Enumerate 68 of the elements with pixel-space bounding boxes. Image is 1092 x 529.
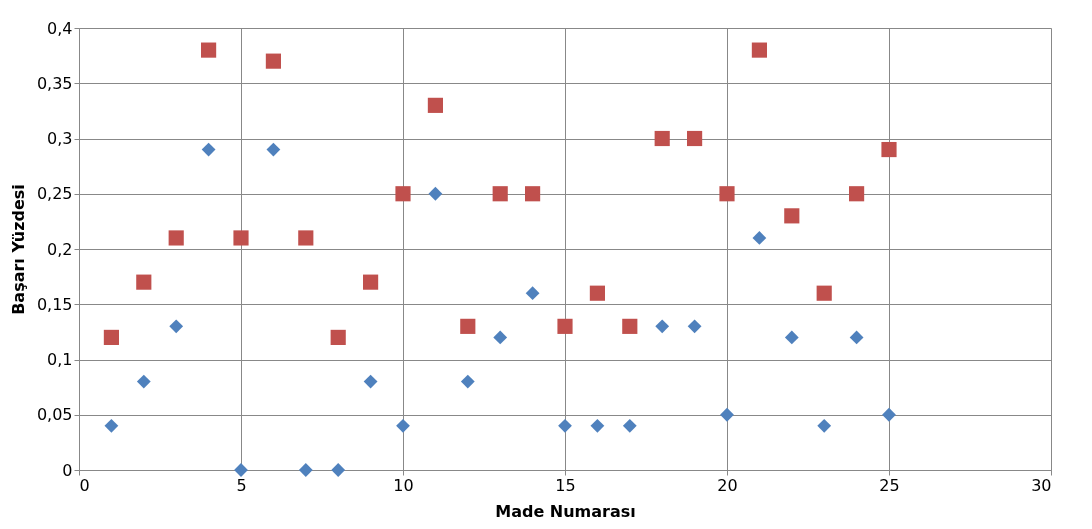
y-tick-label: 0 [62, 460, 73, 480]
y-tick-label: 0,1 [47, 350, 73, 369]
point [266, 142, 281, 157]
point [330, 329, 346, 345]
point [557, 318, 573, 334]
point [103, 329, 119, 345]
point [817, 418, 832, 433]
point [525, 186, 541, 202]
x-tick-label: 15 [555, 475, 576, 495]
point [493, 330, 508, 345]
y-tick-label: 0,25 [36, 184, 73, 204]
point [784, 208, 800, 224]
x-tick-label: 0 [79, 475, 90, 495]
point [816, 285, 832, 301]
point [460, 374, 475, 389]
point [169, 319, 184, 334]
point [396, 418, 410, 433]
x-tick-label: 5 [236, 475, 247, 495]
point [104, 418, 119, 433]
point [687, 130, 703, 147]
point [460, 318, 476, 334]
point [784, 330, 799, 345]
point [427, 97, 443, 113]
x-tick-label: 25 [879, 475, 900, 495]
point [881, 141, 897, 158]
point [168, 230, 184, 246]
point [849, 330, 864, 345]
point [395, 186, 411, 202]
point [622, 318, 638, 334]
point [590, 418, 605, 433]
y-tick-label: 0,15 [36, 294, 73, 314]
x-axis-title: Made Numarası [495, 501, 636, 521]
point [201, 142, 216, 157]
x-tick-label: 30 [1031, 475, 1052, 495]
point [363, 374, 378, 389]
point [720, 407, 734, 422]
point [719, 186, 735, 202]
point [622, 418, 637, 433]
y-tick-label: 0,4 [47, 18, 73, 38]
point [363, 274, 379, 290]
point [492, 186, 508, 202]
point [298, 230, 314, 246]
point [849, 186, 865, 202]
point [655, 319, 670, 334]
point [201, 42, 217, 58]
point [589, 285, 605, 301]
point [136, 274, 152, 290]
point [882, 407, 896, 422]
point [752, 231, 767, 245]
point [687, 319, 702, 334]
y-tick-label: 0,35 [36, 73, 73, 93]
point [525, 286, 540, 301]
point [751, 42, 767, 58]
point [331, 463, 346, 477]
point [428, 186, 443, 201]
point [234, 463, 248, 477]
point [654, 130, 670, 147]
x-tick-label: 10 [393, 475, 414, 495]
point [233, 230, 249, 246]
y-tick-label: 0,2 [47, 239, 73, 259]
y-tick-label: 0,05 [36, 405, 73, 425]
y-tick-label: 0,3 [47, 129, 73, 148]
y-axis-title: Başarı Yüzdesi [8, 184, 28, 315]
x-tick-label: 20 [717, 475, 738, 495]
point [298, 463, 313, 477]
point [136, 374, 151, 389]
point [558, 418, 572, 433]
point [265, 53, 281, 69]
